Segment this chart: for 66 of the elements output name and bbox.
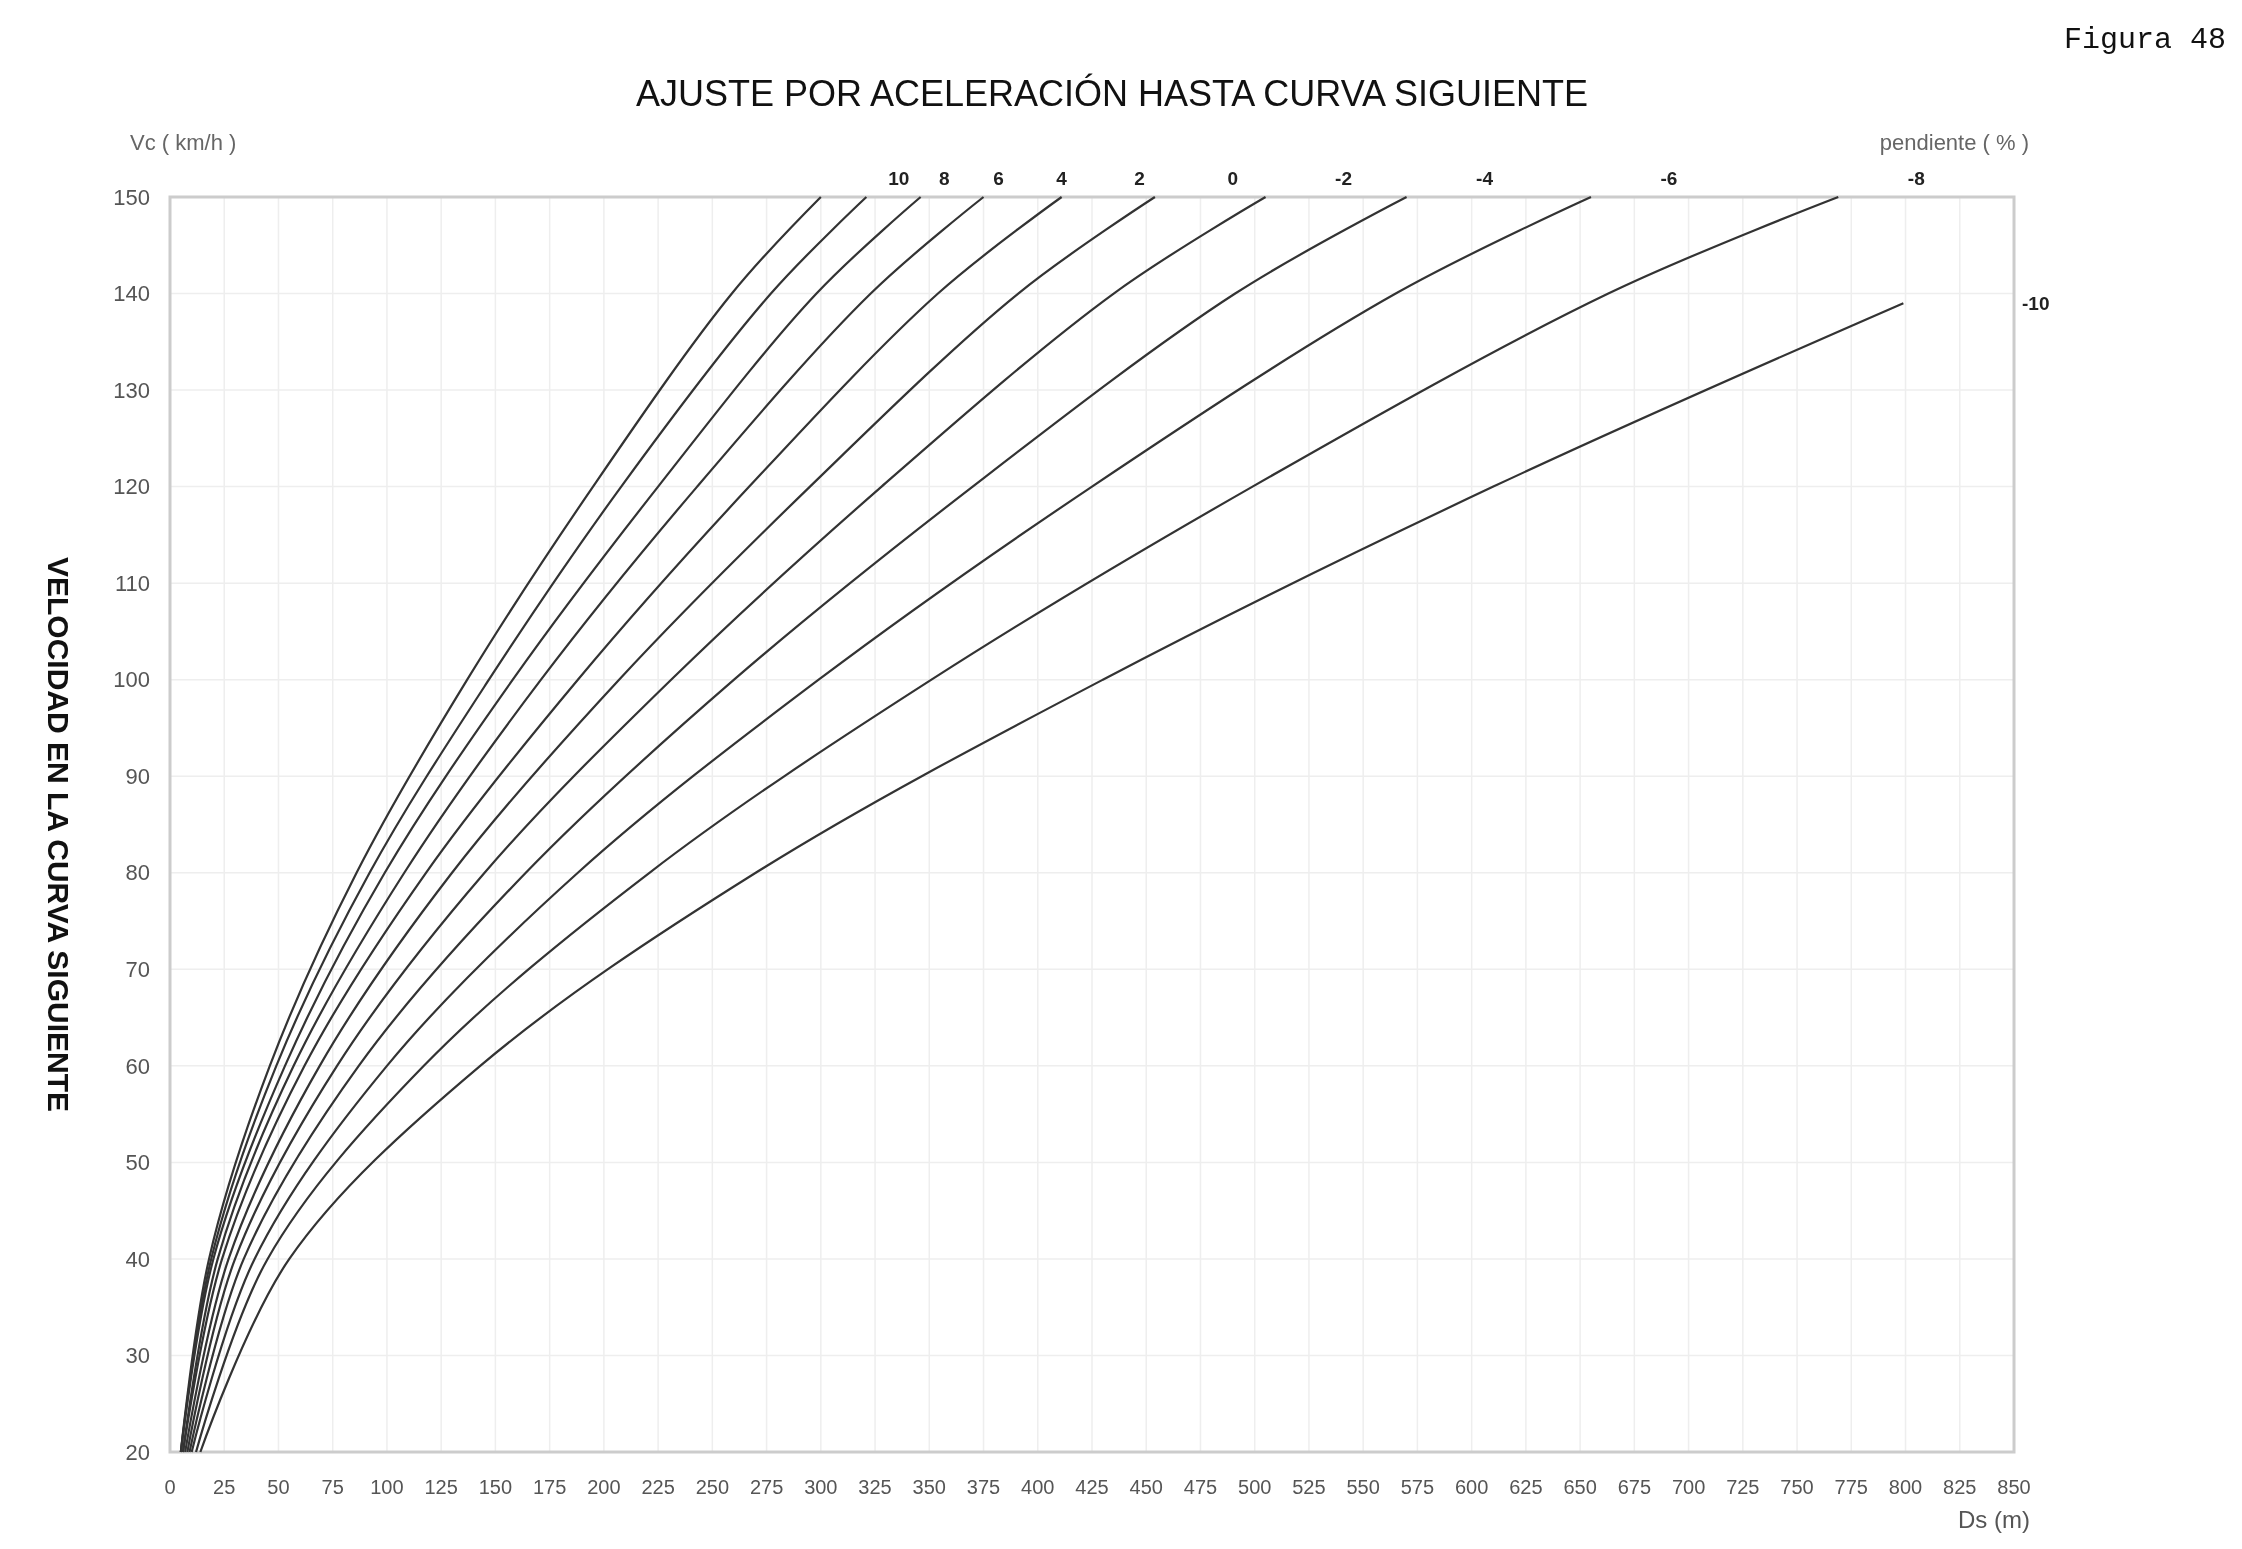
x-tick-label: 625 [1509,1476,1543,1498]
text: 0 [1227,168,1239,189]
x-tick-label: 575 [1400,1476,1435,1498]
y-tick-label: 20 [125,1439,150,1465]
x-tick-label: 25 [213,1476,236,1498]
y-tick-label: 80 [125,860,150,886]
text: 2 [1134,168,1145,189]
x-tick-label: 525 [1292,1476,1326,1498]
text: 4 [1056,168,1068,189]
x-tick-label: 0 [164,1476,176,1498]
x-tick-label: 425 [1075,1476,1109,1498]
x-tick-label: 800 [1888,1476,1923,1498]
x-tick-label: 775 [1834,1476,1868,1498]
text: -4 [1476,168,1494,189]
x-tick-label: 350 [912,1476,946,1498]
y-tick-label: 140 [113,281,150,307]
y-tick-label: 150 [113,184,150,210]
text: 6 [993,168,1004,189]
text: Figura 48 [2063,23,2226,57]
y-axis-title: VELOCIDAD EN LA CURVA SIGUIENTE [42,556,75,1113]
y-tick-label: 30 [125,1343,150,1369]
x-tick-label: 675 [1617,1476,1652,1498]
y-tick-label: 120 [113,474,150,500]
x-tick-label: 825 [1943,1476,1977,1498]
legend-title: pendiente ( % ) [1879,130,2029,155]
x-tick-label: 650 [1563,1476,1597,1498]
y-tick-label: 100 [113,667,150,693]
chart-title: AJUSTE POR ACELERACIÓN HASTA CURVA SIGUIENTE [635,73,1589,114]
x-tick-label: 100 [370,1476,404,1498]
x-tick-label: 125 [424,1476,458,1498]
x-tick-label: 75 [321,1476,344,1498]
text: -8 [1907,168,1925,189]
y-tick-label: 40 [125,1246,150,1272]
x-tick-label: 150 [478,1476,513,1498]
x-tick-label: 700 [1671,1476,1706,1498]
x-tick-label: 300 [804,1476,838,1498]
x-tick-label: 375 [966,1476,1001,1498]
x-tick-label: 400 [1021,1476,1055,1498]
x-tick-label: 50 [267,1476,290,1498]
y-tick-label: 70 [125,957,150,983]
y-tick-label: 130 [113,377,150,403]
x-tick-label: 725 [1726,1476,1760,1498]
y-tick-label: 60 [125,1053,150,1079]
x-tick-label: 250 [695,1476,730,1498]
x-tick-label: 175 [532,1476,567,1498]
x-tick-label: 325 [858,1476,892,1498]
x-tick-label: 750 [1780,1476,1814,1498]
x-tick-label: 225 [641,1476,675,1498]
x-tick-label: 275 [749,1476,784,1498]
text: -2 [1335,168,1353,189]
x-tick-label: 500 [1238,1476,1272,1498]
y-tick-label: 110 [114,570,150,596]
text: Vc ( km/h ) [130,130,237,155]
x-tick-label: 850 [1997,1476,2031,1498]
x-tick-label: 450 [1129,1476,1163,1498]
text: -6 [1660,168,1678,189]
x-tick-label: 200 [587,1476,621,1498]
y-tick-label: 50 [125,1150,150,1176]
text: -10 [2022,292,2050,314]
text: 10 [888,168,910,189]
x-tick-label: 475 [1183,1476,1218,1498]
y-tick-label: 90 [125,763,150,789]
x-axis-title: Ds (m) [1958,1506,2030,1533]
text: 8 [939,168,950,189]
x-tick-label: 600 [1454,1476,1489,1498]
x-tick-label: 550 [1346,1476,1380,1498]
